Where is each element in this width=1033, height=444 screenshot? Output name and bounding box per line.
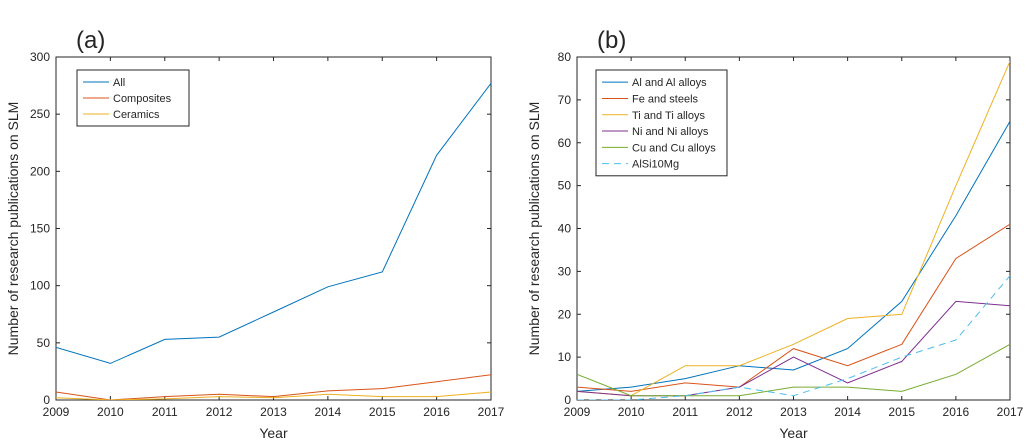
x-tick-label: 2010 [97, 405, 124, 419]
legend-label: Ni and Ni alloys [632, 126, 709, 138]
series-group [56, 82, 491, 400]
y-tick-label: 300 [30, 50, 50, 64]
y-tick-label: 0 [564, 393, 571, 407]
y-tick-label: 80 [558, 50, 572, 64]
legend-label: All [113, 77, 125, 89]
x-tick-label: 2016 [943, 405, 970, 419]
series-group [577, 61, 1010, 400]
x-tick-label: 2013 [780, 405, 807, 419]
legend-label: Ceramics [113, 109, 160, 121]
series-line-2 [56, 391, 491, 400]
y-tick-label: 20 [558, 307, 572, 321]
y-tick-label: 200 [30, 164, 50, 178]
legend-label: Cu and Cu alloys [632, 142, 716, 154]
x-axis-label: Year [779, 425, 808, 441]
legend-label: Fe and steels [632, 93, 699, 105]
legend-label: Al and Al alloys [632, 77, 707, 89]
panel-label: (a) [76, 27, 105, 54]
panel-label: (b) [597, 27, 626, 54]
x-tick-label: 2015 [888, 405, 915, 419]
x-tick-label: 2017 [478, 405, 505, 419]
series-line-5 [577, 275, 1010, 400]
chart-panel-0: 2009 2010 2011 2012 2013 2014 2015 2016 2017 0 50 1… [5, 27, 505, 441]
legend-label: Ti and Ti alloys [632, 110, 705, 122]
y-tick-label: 30 [558, 264, 572, 278]
series-line-2 [577, 61, 1010, 397]
y-axis-label: Number of research publications on SLM [5, 102, 21, 356]
x-tick-label: 2017 [997, 405, 1024, 419]
x-tick-label: 2009 [43, 405, 70, 419]
x-tick-label: 2011 [152, 405, 178, 419]
series-line-1 [56, 374, 491, 400]
y-tick-label: 10 [558, 350, 572, 364]
y-tick-label: 50 [37, 336, 51, 350]
chart-panel-1: 2009 2010 2011 2012 2013 2014 2015 2016 2017 0 10 2… [526, 27, 1024, 441]
y-tick-label: 60 [558, 136, 572, 150]
legend-label: Composites [113, 93, 172, 105]
x-tick-label: 2012 [726, 405, 753, 419]
x-tick-label: 2016 [423, 405, 450, 419]
x-tick-label: 2014 [315, 405, 342, 419]
y-tick-label: 250 [30, 107, 50, 121]
x-tick-label: 2012 [206, 405, 233, 419]
y-tick-label: 100 [30, 279, 50, 293]
series-line-0 [577, 121, 1010, 392]
x-tick-label: 2011 [672, 405, 698, 419]
x-tick-label: 2015 [369, 405, 396, 419]
x-tick-label: 2010 [618, 405, 645, 419]
x-tick-label: 2014 [834, 405, 861, 419]
y-tick-label: 40 [558, 222, 572, 236]
x-axis-label: Year [259, 425, 288, 441]
series-line-1 [577, 223, 1010, 392]
x-tick-label: 2013 [260, 405, 287, 419]
y-axis-label: Number of research publications on SLM [526, 102, 542, 356]
series-line-0 [56, 82, 491, 364]
legend-box [595, 69, 728, 177]
y-tick-label: 150 [30, 222, 50, 236]
y-tick-label: 0 [43, 393, 50, 407]
series-line-4 [577, 343, 1010, 397]
y-tick-label: 50 [558, 179, 572, 193]
legend-label: AlSi10Mg [632, 159, 679, 171]
y-tick-label: 70 [558, 93, 572, 107]
x-tick-label: 2009 [564, 405, 591, 419]
